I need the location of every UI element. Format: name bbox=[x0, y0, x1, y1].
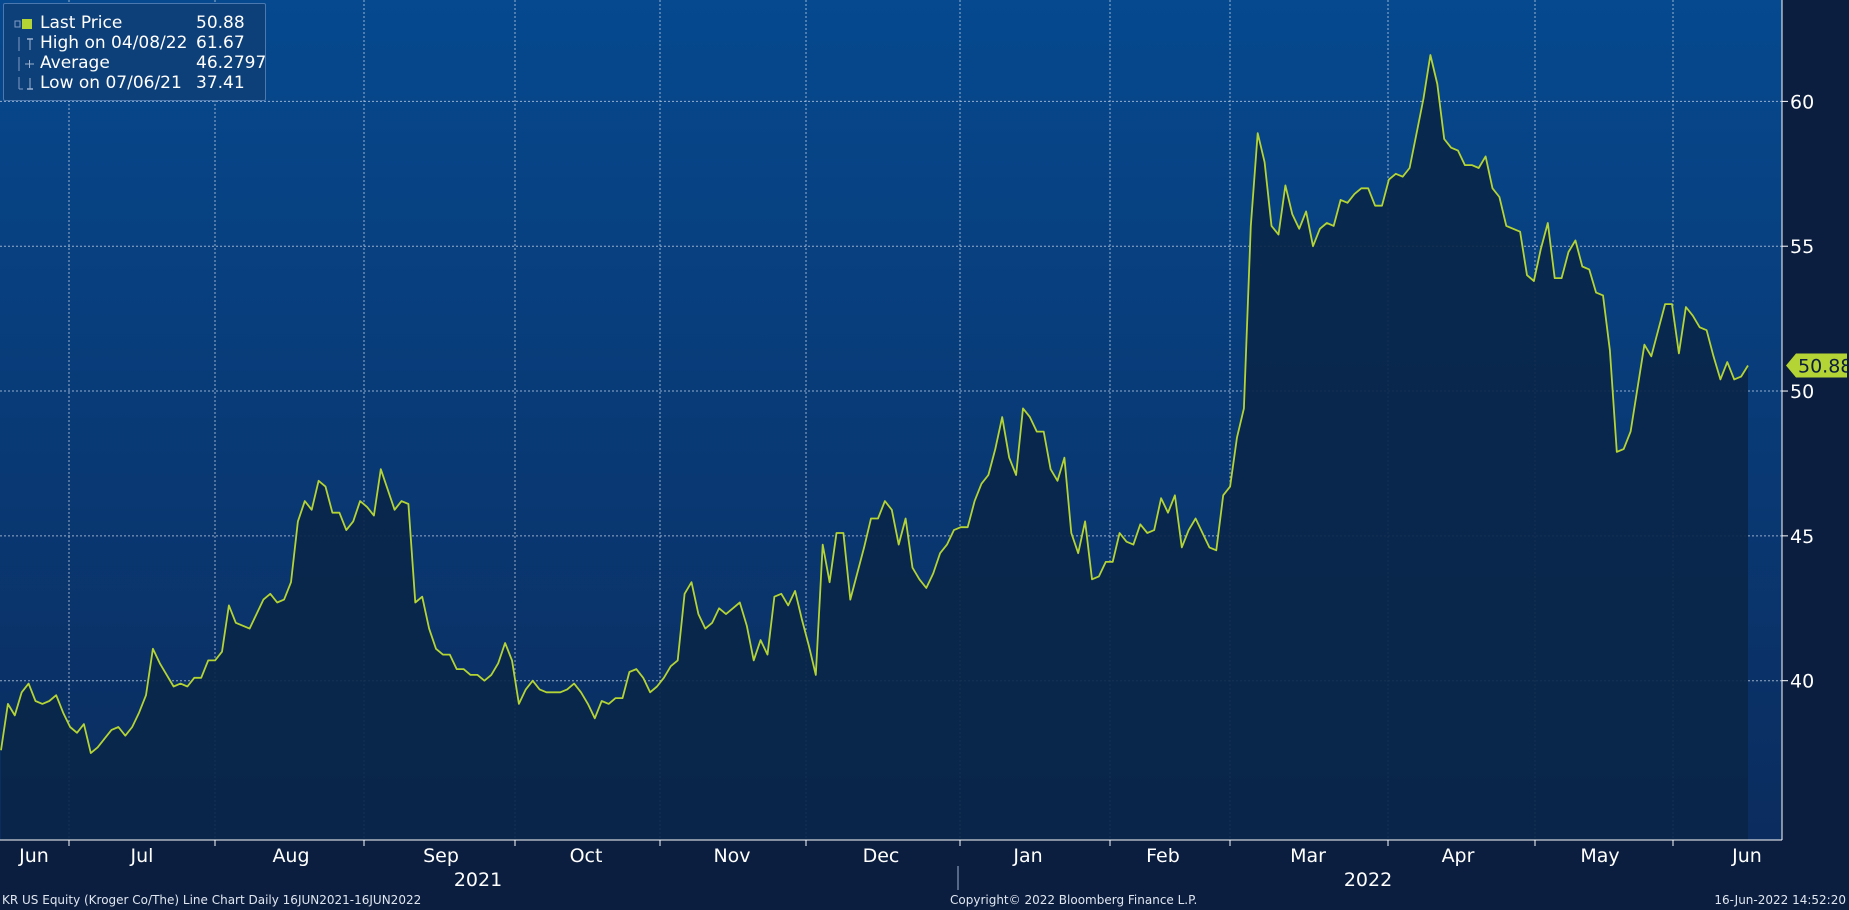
legend-value: 50.88 bbox=[196, 13, 245, 33]
x-tick-label: Dec bbox=[863, 845, 900, 867]
x-tick-label: Jun bbox=[1731, 845, 1762, 867]
legend-value: 46.2797 bbox=[196, 53, 267, 73]
year-label: 2022 bbox=[1344, 869, 1392, 891]
low-marker-icon bbox=[18, 77, 33, 90]
average-marker-icon bbox=[18, 57, 34, 71]
x-tick-label: Jun bbox=[18, 845, 49, 867]
x-tick-label: May bbox=[1580, 845, 1619, 867]
price-area-fill bbox=[1, 55, 1748, 840]
legend-value: 37.41 bbox=[196, 73, 245, 93]
y-tick-label: 60 bbox=[1790, 91, 1814, 113]
x-tick-label: Mar bbox=[1290, 845, 1326, 867]
x-tick-label: Feb bbox=[1146, 845, 1180, 867]
footer-timestamp: 16-Jun-2022 14:52:20 bbox=[1714, 893, 1846, 907]
x-tick-label: Oct bbox=[570, 845, 603, 867]
x-tick-label: Sep bbox=[423, 845, 459, 867]
y-tick-label: 40 bbox=[1790, 671, 1814, 693]
x-tick-label: Nov bbox=[713, 845, 750, 867]
high-marker-icon bbox=[18, 37, 33, 51]
legend-box: Last Price 50.88 High on 04/08/22 61.67 … bbox=[3, 3, 266, 101]
axes bbox=[0, 0, 1788, 890]
price-area bbox=[0, 54, 1749, 840]
last-price-label: 50.88 bbox=[1798, 356, 1849, 378]
legend-label: Last Price bbox=[40, 13, 123, 33]
square-icon bbox=[14, 19, 32, 29]
legend-label: Low on 07/06/21 bbox=[40, 73, 182, 93]
footer-copyright: Copyright© 2022 Bloomberg Finance L.P. bbox=[950, 893, 1198, 907]
legend-row-average: Average 46.2797 bbox=[4, 53, 267, 73]
legend-row-high: High on 04/08/22 61.67 bbox=[4, 33, 265, 53]
y-tick-label: 50 bbox=[1790, 381, 1814, 403]
axis-labels: 40 45 50 55 60 Jun Jul Aug Sep Oct Nov Dec Jan Feb Mar… bbox=[18, 91, 1849, 891]
legend-label: High on 04/08/22 bbox=[40, 33, 188, 53]
x-tick-label: Jul bbox=[130, 845, 154, 867]
x-tick-label: Aug bbox=[272, 845, 309, 867]
footer-chart-description: KR US Equity (Kroger Co/The) Line Chart … bbox=[2, 893, 422, 907]
legend-label: Average bbox=[40, 53, 110, 73]
legend-row-low: Low on 07/06/21 37.41 bbox=[4, 73, 265, 93]
year-label: 2021 bbox=[454, 869, 502, 891]
y-tick-label: 55 bbox=[1790, 236, 1814, 258]
last-price-flag bbox=[1786, 353, 1847, 378]
y-tick-label: 45 bbox=[1790, 526, 1814, 548]
price-line bbox=[0, 54, 1749, 754]
x-tick-label: Jan bbox=[1012, 845, 1042, 867]
legend-row-last-price: Last Price 50.88 bbox=[4, 13, 265, 33]
legend-value: 61.67 bbox=[196, 33, 245, 53]
x-tick-label: Apr bbox=[1442, 845, 1475, 867]
